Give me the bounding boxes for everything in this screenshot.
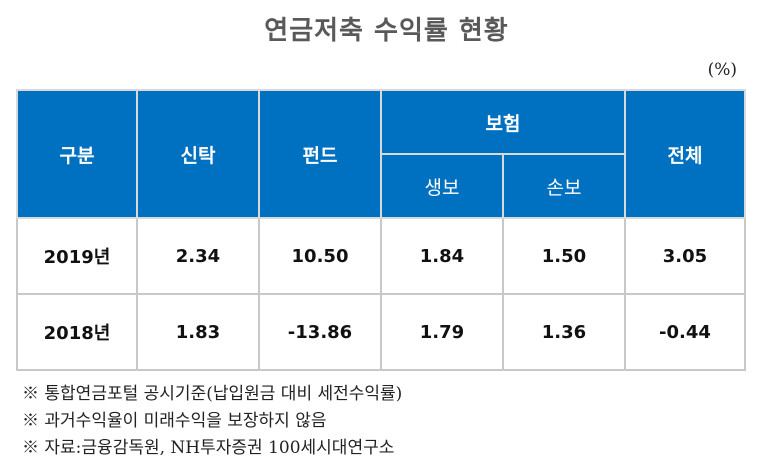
row-year: 2018년 [16, 293, 138, 371]
unit-label: (%) [707, 60, 737, 80]
header-insurance: 보험 [380, 89, 626, 155]
header-row: 구분 신탁 펀드 보험 전체 [16, 89, 746, 219]
subheader-row: 생보 손보 [17, 153, 745, 219]
cell-nonlife: 1.50 [502, 217, 626, 295]
cell-fund: 10.50 [258, 217, 382, 295]
cell-trust: 1.83 [136, 293, 260, 371]
header-category: 구분 [16, 89, 138, 219]
footnote: ※ 자료:금융감독원, NH투자증권 100세시대연구소 [22, 438, 395, 458]
returns-table: 구분 신탁 펀드 보험 전체 생보 손보 2019년 2.34 10.50 1.… [16, 89, 746, 371]
header-life: 생보 [380, 153, 504, 219]
table-row: 2018년 1.83 -13.86 1.79 1.36 -0.44 [16, 293, 746, 371]
header-nonlife: 손보 [502, 153, 626, 219]
cell-trust: 2.34 [136, 217, 260, 295]
cell-fund: -13.86 [258, 293, 382, 371]
cell-total: 3.05 [624, 217, 746, 295]
header-trust: 신탁 [136, 89, 260, 219]
header-fund: 펀드 [258, 89, 382, 219]
cell-life: 1.79 [380, 293, 504, 371]
cell-total: -0.44 [624, 293, 746, 371]
footnotes: ※ 통합연금포털 공시기준(납입원금 대비 세전수익률) ※ 과거수익율이 미래… [22, 381, 402, 462]
row-year: 2019년 [16, 217, 138, 295]
cell-life: 1.84 [380, 217, 504, 295]
footnote: ※ 통합연금포털 공시기준(납입원금 대비 세전수익률) [22, 384, 403, 404]
page-title: 연금저축 수익률 현황 [264, 16, 509, 46]
footnote: ※ 과거수익율이 미래수익을 보장하지 않음 [22, 411, 327, 431]
table-row: 2019년 2.34 10.50 1.84 1.50 3.05 [16, 217, 746, 295]
header-total: 전체 [624, 89, 746, 219]
cell-nonlife: 1.36 [502, 293, 626, 371]
